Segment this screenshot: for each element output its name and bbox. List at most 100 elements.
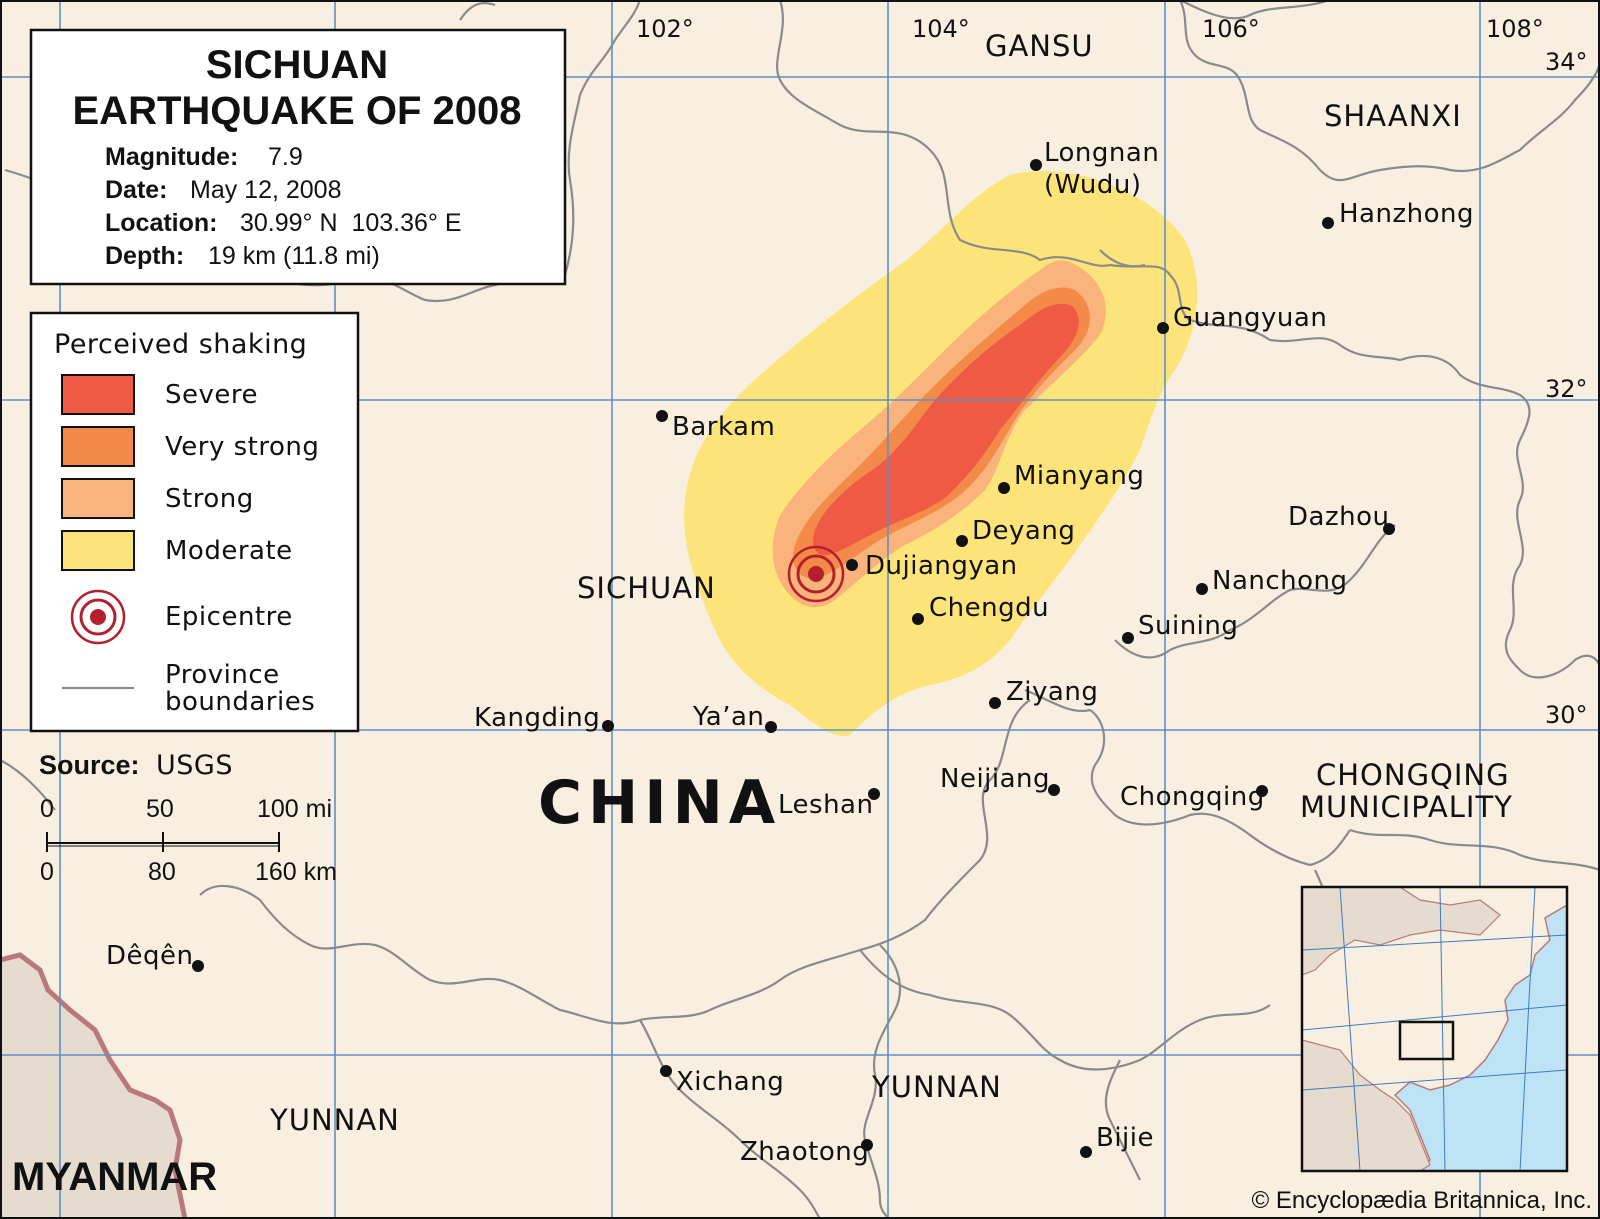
city-label-mianyang: Mianyang bbox=[1014, 461, 1144, 491]
city-label-deyang: Deyang bbox=[972, 516, 1075, 546]
city-dot-yaan bbox=[765, 721, 777, 733]
city-label-chengdu: Chengdu bbox=[929, 593, 1049, 623]
legend-title: Perceived shaking bbox=[54, 329, 307, 360]
latitude-label-34: 34° bbox=[1545, 48, 1588, 76]
city-dot-kangding bbox=[602, 720, 614, 732]
source-value: USGS bbox=[156, 750, 233, 781]
scale-km-80: 80 bbox=[148, 858, 176, 886]
region-label-yunnan-west: YUNNAN bbox=[269, 1103, 400, 1137]
longitude-label-108: 108° bbox=[1486, 15, 1544, 43]
region-label-gansu: GANSU bbox=[985, 29, 1094, 63]
city-dot-zhaotong bbox=[861, 1139, 873, 1151]
legend-swatch-very-strong bbox=[61, 426, 135, 467]
legend-label-severe: Severe bbox=[165, 380, 258, 410]
inset-locator-map bbox=[1300, 885, 1569, 1173]
legend-label-very-strong: Very strong bbox=[165, 432, 319, 462]
city-dot-suining bbox=[1122, 632, 1134, 644]
city-dot-hanzhong bbox=[1322, 217, 1334, 229]
legend-label-strong: Strong bbox=[165, 484, 254, 514]
info-value-magnitude: 7.9 bbox=[268, 143, 303, 171]
city-dot-chongqing bbox=[1256, 785, 1268, 797]
source-label: Source: bbox=[39, 750, 140, 780]
city-label-ziyang: Ziyang bbox=[1006, 677, 1098, 707]
city-dot-xichang bbox=[660, 1065, 672, 1077]
info-label-depth: Depth: bbox=[105, 242, 184, 270]
legend-swatch-moderate bbox=[61, 530, 135, 571]
info-value-depth: 19 km (11.8 mi) bbox=[208, 242, 380, 270]
myanmar-region bbox=[0, 955, 185, 1219]
city-dot-mianyang bbox=[998, 482, 1010, 494]
city-label-kangding: Kangding bbox=[474, 703, 600, 733]
city-label-longnan: Longnan bbox=[1044, 138, 1159, 168]
info-label-magnitude: Magnitude: bbox=[105, 143, 238, 171]
city-dot-deyang bbox=[956, 535, 968, 547]
city-label-leshan: Leshan bbox=[778, 790, 873, 820]
city-label-chongqing: Chongqing bbox=[1120, 782, 1265, 812]
legend-swatch-severe bbox=[61, 374, 135, 415]
longitude-label-106: 106° bbox=[1202, 15, 1260, 43]
info-label-location: Location: bbox=[105, 209, 218, 237]
city-dot-neijiang bbox=[1048, 784, 1060, 796]
legend-swatch-strong bbox=[61, 478, 135, 519]
city-label-suining: Suining bbox=[1138, 611, 1238, 641]
latitude-label-30: 30° bbox=[1545, 701, 1588, 729]
region-label-sichuan: SICHUAN bbox=[577, 571, 716, 605]
inset-neighbor-land bbox=[1301, 886, 1501, 976]
legend: Perceived shaking Severe Very strong Str… bbox=[29, 311, 360, 733]
cities: Longnan (Wudu) Hanzhong Guangyuan Barkam… bbox=[106, 138, 1474, 1167]
scale-mi-50: 50 bbox=[146, 795, 174, 823]
scale-mi-0: 0 bbox=[40, 795, 54, 823]
map-title-line2: EARTHQUAKE OF 2008 bbox=[73, 89, 522, 133]
city-dot-chengdu bbox=[912, 613, 924, 625]
region-label-yunnan-east: YUNNAN bbox=[871, 1070, 1002, 1104]
region-label-shaanxi: SHAANXI bbox=[1324, 99, 1462, 133]
city-dot-ziyang bbox=[989, 697, 1001, 709]
city-label-nanchong: Nanchong bbox=[1212, 566, 1348, 596]
legend-label-province: Province bbox=[165, 660, 280, 690]
latitude-label-32: 32° bbox=[1545, 375, 1588, 403]
country-label-china: CHINA bbox=[538, 768, 781, 838]
longitude-label-104: 104° bbox=[912, 15, 970, 43]
longitude-label-102: 102° bbox=[636, 15, 694, 43]
info-value-location: 30.99° N 103.36° E bbox=[240, 209, 462, 237]
city-label-barkam: Barkam bbox=[672, 412, 775, 442]
region-label-chongqing: CHONGQING bbox=[1316, 758, 1510, 792]
legend-label-moderate: Moderate bbox=[165, 536, 293, 566]
city-dot-deqen bbox=[192, 960, 204, 972]
city-dot-dujiangyan bbox=[846, 559, 858, 571]
info-value-date: May 12, 2008 bbox=[190, 176, 342, 204]
city-dot-dazhou bbox=[1383, 523, 1395, 535]
title-info-box: SICHUAN EARTHQUAKE OF 2008 Magnitude: 7.… bbox=[29, 28, 567, 286]
scale-km-0: 0 bbox=[40, 858, 54, 886]
city-label-yaan: Ya’an bbox=[692, 702, 764, 732]
city-label-dujiangyan: Dujiangyan bbox=[865, 551, 1018, 581]
city-dot-leshan bbox=[868, 788, 880, 800]
epicentre-marker bbox=[787, 545, 845, 603]
legend-label-boundaries: boundaries bbox=[165, 687, 315, 717]
inset-locator-box bbox=[1398, 1020, 1455, 1061]
copyright-notice: © Encyclopædia Britannica, Inc. bbox=[1251, 1187, 1592, 1214]
country-label-myanmar: MYANMAR bbox=[12, 1155, 217, 1199]
scale-km-160: 160 km bbox=[255, 858, 337, 886]
city-dot-guangyuan bbox=[1157, 322, 1169, 334]
map-title-line1: SICHUAN bbox=[206, 43, 388, 87]
scale-mi-100: 100 mi bbox=[257, 795, 332, 823]
city-label-bijie: Bijie bbox=[1096, 1123, 1154, 1153]
scale-bar: 0 50 100 mi 0 80 160 km bbox=[40, 795, 337, 886]
zone-severe bbox=[813, 303, 1079, 556]
city-label-hanzhong: Hanzhong bbox=[1339, 199, 1474, 229]
city-label-xichang: Xichang bbox=[676, 1067, 784, 1097]
legend-epicentre-icon bbox=[70, 589, 126, 645]
city-label-deqen: Dêqên bbox=[106, 941, 194, 971]
city-dot-longnan bbox=[1030, 159, 1042, 171]
city-label-zhaotong: Zhaotong bbox=[740, 1137, 869, 1167]
city-label-neijiang: Neijiang bbox=[940, 764, 1050, 794]
international-border bbox=[0, 952, 188, 1219]
info-label-date: Date: bbox=[105, 176, 168, 204]
city-label-wudu: (Wudu) bbox=[1044, 170, 1142, 200]
city-label-guangyuan: Guangyuan bbox=[1173, 303, 1327, 333]
city-dot-bijie bbox=[1080, 1146, 1092, 1158]
